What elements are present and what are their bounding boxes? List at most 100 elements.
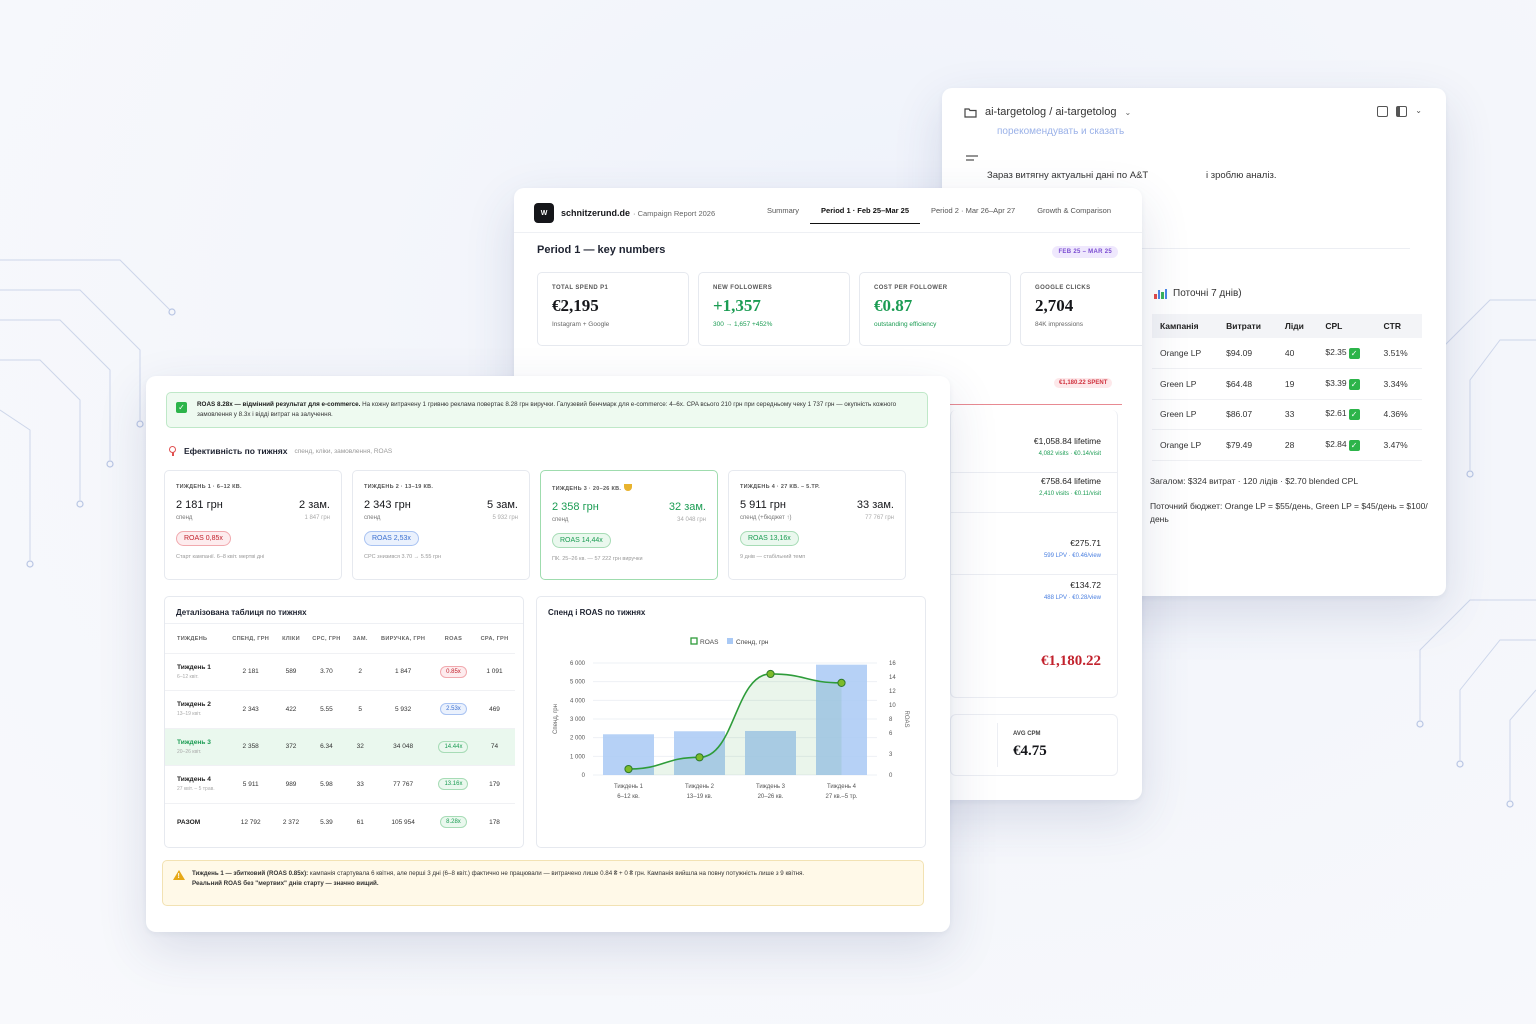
cell-ctr-text: 3.47% xyxy=(1383,439,1408,450)
kpi-subtext: 84K impressions xyxy=(1035,321,1084,328)
week-card-heading-text: ТИЖДЕНЬ 1 · 6–12 КВ. xyxy=(176,484,242,490)
cell-leads-text: 19 xyxy=(1284,378,1295,389)
cell-week: Тиждень 3 20–26 квіт. xyxy=(165,727,226,766)
weekly-table: ТИЖДЕНЬ СПЕНД, ГРН КЛІКИ CPC, ГРН ЗАМ. ВИРУЧК… xyxy=(165,627,515,841)
cell-roas: 0.85x xyxy=(432,652,475,691)
cell-spend-text: $79.49 xyxy=(1226,439,1253,450)
legend-roas-swatch xyxy=(690,637,698,645)
chart-title: Спенд і ROAS по тижнях xyxy=(548,608,646,617)
x-tick-sublabel: 13–19 кв. xyxy=(687,794,713,800)
cell-cpa: 74 xyxy=(474,727,515,766)
breakdown-row: €1,058.84 lifetime 4,082 visits · €0.14/v… xyxy=(1034,436,1101,457)
chevron-down-icon[interactable]: ⌄ xyxy=(1415,106,1422,115)
check-icon: ✓ xyxy=(1348,439,1360,451)
cpm-label: AVG CPM xyxy=(1013,731,1041,737)
bar-chart-icon xyxy=(1154,288,1167,299)
breakdown-amount: €758.64 lifetime xyxy=(1040,476,1101,486)
kpi-value: +1,357 xyxy=(713,296,761,315)
kpi-card: NEW FOLLOWERS +1,357 300 → 1,657 +452% xyxy=(698,272,850,346)
y-tick-label: 3 000 xyxy=(570,717,586,723)
roas-pill: 2.53x xyxy=(440,703,467,716)
kpi-card: COST PER FOLLOWER €0.87 outstanding effici… xyxy=(859,272,1011,346)
y2-tick-label: 16 xyxy=(889,661,896,667)
breakdown-amount: €1,058.84 lifetime xyxy=(1033,436,1101,446)
chat-divider xyxy=(1142,248,1410,249)
cell-name: Orange LP xyxy=(1152,338,1219,369)
y2-tick-label: 0 xyxy=(889,773,893,779)
cell-spend-text: $86.07 xyxy=(1226,409,1253,420)
success-alert: ✓ ROAS 8.28x — відмінний результат для e… xyxy=(166,392,928,428)
week-spend: 5 911 грн xyxy=(740,499,786,511)
table-row: Orange LP $94.09 40 $2.35 ✓ 3.51% xyxy=(1152,338,1422,369)
cell-name-text: Green LP xyxy=(1160,409,1197,420)
cell-rev: 1 847 xyxy=(373,652,433,691)
cpm-value: €4.75 xyxy=(1013,743,1047,759)
column-header: КЛІКИ xyxy=(282,636,300,642)
cell-leads: 19 xyxy=(1276,368,1318,400)
cell-roas: 14.44x xyxy=(432,727,475,766)
cell-leads: 40 xyxy=(1276,338,1318,369)
legend-spend-swatch xyxy=(727,638,733,644)
menu-icon[interactable] xyxy=(966,150,978,164)
week-name: Тиждень 3 xyxy=(177,738,211,746)
column-header: ЗАМ. xyxy=(352,636,368,642)
cell-spend: 2 181 xyxy=(225,652,277,691)
project-path[interactable]: ai-targetolog / ai-targetolog xyxy=(985,106,1117,118)
column-header: СПЕНД, ГРН xyxy=(232,636,270,642)
chevron-down-icon[interactable]: ⌄ xyxy=(1124,107,1132,117)
weekly-table-panel: Деталізована таблиця по тижнях ТИЖДЕНЬ СП… xyxy=(164,596,524,848)
week-card-main: 5 911 грн 33 зам. xyxy=(740,499,894,511)
roas-pill: 8.28x xyxy=(440,816,467,828)
week-card-note: ПК. 25–26 кв. — 57 222 грн виручки xyxy=(552,556,643,562)
tab-0[interactable]: Summary xyxy=(766,206,800,215)
cell-spend: $64.48 xyxy=(1218,368,1277,400)
roas-pill: 14.44x xyxy=(438,740,469,753)
x-tick-label: Тиждень 1 xyxy=(614,784,644,790)
table-row: Green LP $64.48 19 $3.39 ✓ 3.34% xyxy=(1152,368,1422,400)
tab-1[interactable]: Period 1 · Feb 25–Mar 25 xyxy=(810,202,920,224)
week-card-note: 9 днів — стабільний темп xyxy=(740,554,806,560)
x-tick-label: Тиждень 3 xyxy=(756,784,786,790)
chat-message-left: Зараз витягну актуальні дані по A&T xyxy=(987,170,1149,181)
table-row: Тиждень 1 6–12 квіт. 2 181 589 3.70 2 1 847 0.8… xyxy=(165,652,515,691)
cell-ctr: 4.36% xyxy=(1375,399,1422,430)
cell-cpa: 178 xyxy=(474,802,515,841)
week-card: ТИЖДЕНЬ 2 · 13–19 КВ. 2 343 грн 5 зам. спен… xyxy=(352,470,530,580)
tab-3[interactable]: Growth & Comparison xyxy=(1037,206,1111,215)
week-spend-label: спенд xyxy=(364,515,381,521)
week-orders: 2 зам. xyxy=(299,499,330,511)
folder-icon xyxy=(964,107,977,118)
cell-rev: 105 954 xyxy=(373,802,433,841)
page-title: Period 1 — key numbers xyxy=(537,244,666,256)
week-name: РАЗОМ xyxy=(177,818,201,826)
roas-area xyxy=(628,673,842,775)
cell-spend: 12 792 xyxy=(225,802,277,841)
table-title: Деталізована таблиця по тижнях xyxy=(176,608,307,617)
cell-leads-text: 28 xyxy=(1284,439,1295,450)
week-spend-label: спенд xyxy=(176,515,193,521)
document-icon[interactable] xyxy=(1377,106,1389,117)
breakdown-amount: €134.72 xyxy=(1070,580,1101,590)
week-card: ТИЖДЕНЬ 3 · 20–26 КВ. 2 358 грн 32 зам. спе… xyxy=(540,470,718,580)
breakdown-detail: 4,082 visits · €0.14/visit xyxy=(1038,451,1101,457)
cell-roas: 2.53x xyxy=(432,690,475,728)
cell-cpc: 5.39 xyxy=(305,802,348,841)
column-header: CPL xyxy=(1317,314,1376,338)
week-name: Тиждень 1 xyxy=(177,663,211,671)
kpi-label: COST PER FOLLOWER xyxy=(874,285,948,291)
cell-name: Green LP xyxy=(1152,368,1219,400)
cell-spend: 5 911 xyxy=(225,765,277,803)
week-card-sub: спенд 34 048 грн xyxy=(552,517,706,523)
roas-point xyxy=(624,764,633,774)
column-header: CTR xyxy=(1375,314,1422,338)
tab-2[interactable]: Period 2 · Mar 26–Apr 27 xyxy=(931,206,1016,215)
cell-clicks: 372 xyxy=(276,727,306,766)
cell-leads-text: 40 xyxy=(1284,348,1295,358)
cell-cpa: 179 xyxy=(474,765,515,803)
split-view-icon[interactable] xyxy=(1396,106,1408,117)
cell-ctr-text: 4.36% xyxy=(1383,409,1408,420)
breakdown-detail: 599 LPV · €0.46/view xyxy=(1043,553,1101,559)
pin-icon xyxy=(168,446,177,456)
cell-week: Тиждень 1 6–12 квіт. xyxy=(165,652,226,691)
cell-cpl-text: $2.61 xyxy=(1325,408,1347,419)
